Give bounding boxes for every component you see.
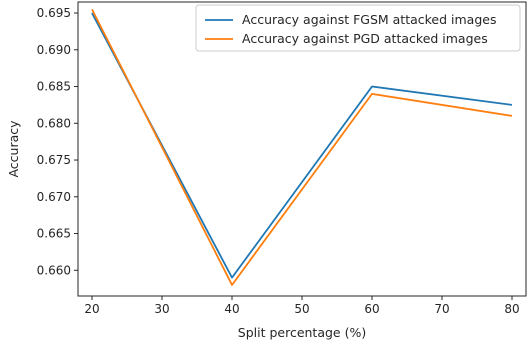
x-tick-label: 20 [84,302,99,316]
x-tick-label: 50 [294,302,309,316]
x-tick-label: 70 [434,302,449,316]
legend: Accuracy against FGSM attacked images Ac… [195,4,521,52]
x-axis-title: Split percentage (%) [238,325,366,340]
y-tick-label: 0.690 [37,43,71,57]
series-layer [91,8,513,286]
y-tick-label: 0.660 [37,263,71,277]
y-tick-label: 0.685 [37,80,71,94]
x-tick-label: 60 [364,302,379,316]
y-axis-title: Accuracy [6,120,21,178]
y-tick-label: 0.670 [37,190,71,204]
legend-label-pgd: Accuracy against PGD attacked images [242,31,488,46]
y-tick-label: 0.675 [37,153,71,167]
legend-label-fgsm: Accuracy against FGSM attacked images [242,12,496,27]
plot-frame [77,1,527,297]
y-tick-label: 0.680 [37,116,71,130]
series-line-pgd [91,8,513,286]
x-tick-label: 40 [224,302,239,316]
y-tick-label: 0.695 [37,6,71,20]
y-axis-ticks: 0.660 0.665 0.670 0.675 0.680 0.685 0.690 0.695 [37,6,78,277]
legend-box [195,4,521,52]
x-tick-label: 30 [154,302,169,316]
x-tick-label: 80 [504,302,519,316]
x-axis-ticks: 20 30 40 50 60 70 80 [84,296,520,316]
y-tick-label: 0.665 [37,227,71,241]
